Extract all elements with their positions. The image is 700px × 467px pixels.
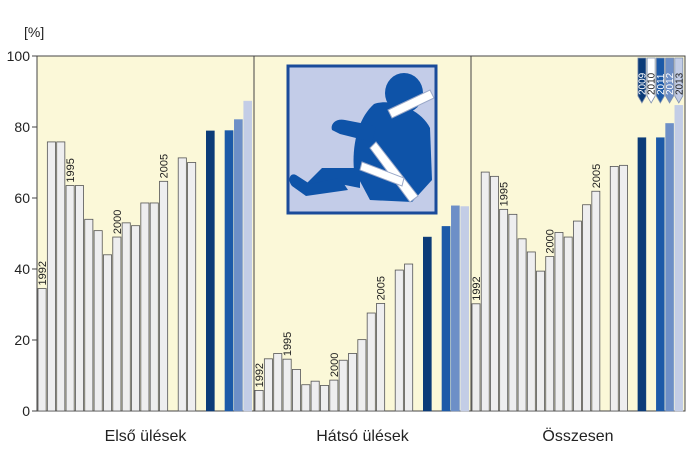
- bar: [471, 303, 481, 412]
- bar: [273, 353, 283, 412]
- bar: [609, 166, 619, 412]
- bar-2011: [656, 137, 665, 412]
- bar: [526, 251, 536, 412]
- y-tick-label: 60: [14, 190, 30, 206]
- bar: [582, 204, 592, 412]
- bar: [254, 390, 264, 412]
- y-tick-label: 20: [14, 332, 30, 348]
- bar: [187, 162, 197, 412]
- bar: [338, 359, 348, 412]
- bar: [149, 202, 159, 412]
- year-label: 2000: [545, 229, 557, 253]
- bar: [46, 141, 56, 412]
- bar: [301, 384, 311, 412]
- year-label: 2005: [159, 154, 171, 178]
- legend-swatch-2011: [655, 57, 665, 104]
- bar: [37, 288, 47, 412]
- legend-label-2009: 2009: [637, 72, 648, 95]
- bar: [74, 185, 84, 412]
- year-label: 2000: [112, 210, 124, 234]
- bar: [84, 218, 94, 412]
- bar: [329, 379, 339, 412]
- bar: [376, 303, 386, 412]
- year-label: 1992: [471, 276, 483, 300]
- bar: [93, 230, 103, 412]
- bar: [357, 339, 367, 412]
- bar: [112, 236, 122, 412]
- bar: [140, 202, 150, 412]
- y-tick-label: 40: [14, 261, 30, 277]
- y-tick-label: 100: [7, 48, 31, 64]
- bar-2009: [423, 236, 432, 412]
- bar: [499, 208, 509, 412]
- bar: [320, 385, 329, 412]
- bar: [563, 236, 573, 412]
- bar: [508, 213, 518, 412]
- bar: [310, 380, 320, 412]
- bar: [291, 369, 301, 412]
- bar-2013: [674, 105, 684, 412]
- bar: [177, 157, 187, 412]
- bar: [572, 220, 582, 412]
- bar-2009: [206, 130, 215, 412]
- bar: [65, 185, 75, 412]
- bar-2011: [224, 130, 234, 412]
- year-label: 1995: [499, 182, 511, 206]
- category-label: Hátsó ülések: [316, 428, 409, 445]
- bar: [619, 164, 628, 412]
- bar-2011: [441, 226, 451, 412]
- bar-2012: [234, 119, 243, 412]
- bar: [263, 358, 273, 412]
- legend-label-2012: 2012: [665, 72, 676, 95]
- bar: [591, 190, 601, 412]
- legend-swatch-2013: [674, 57, 684, 104]
- bar: [394, 269, 404, 412]
- bar-2012: [665, 123, 674, 412]
- year-label: 1995: [65, 158, 77, 182]
- year-label: 1992: [37, 261, 49, 285]
- category-label: Összesen: [542, 427, 613, 445]
- seatbelt-passenger-icon: [286, 64, 438, 215]
- bar: [480, 171, 490, 412]
- year-label: 1992: [254, 363, 266, 387]
- bar: [404, 263, 414, 412]
- bar: [121, 222, 131, 412]
- bar: [366, 312, 376, 412]
- legend-swatch-2012: [665, 57, 674, 104]
- bar: [517, 238, 527, 412]
- year-label: 2005: [376, 276, 388, 300]
- bar: [490, 175, 499, 412]
- category-label: Első ülések: [105, 428, 188, 445]
- legend-swatch-2009: [637, 57, 647, 104]
- bar: [554, 232, 564, 412]
- y-tick-label: 0: [22, 403, 30, 419]
- bar: [56, 141, 66, 412]
- legend-label-2010: 2010: [647, 72, 658, 95]
- bar: [545, 256, 555, 412]
- y-tick-label: 80: [14, 119, 30, 135]
- category-labels: Első ülések Hátsó ülések Összesen: [105, 427, 614, 445]
- legend-label-2013: 2013: [674, 72, 685, 95]
- bar-2013: [243, 100, 253, 412]
- year-label: 2000: [329, 353, 341, 377]
- bar-2012: [451, 205, 460, 412]
- legend-swatch-2010: [646, 57, 656, 104]
- y-axis-unit: [%]: [24, 24, 44, 40]
- legend-label-2011: 2011: [656, 73, 667, 95]
- year-label: 1995: [282, 332, 294, 356]
- bar: [131, 225, 141, 412]
- y-axis: 0 20 40 60 80 100: [7, 48, 37, 419]
- bar-2009: [637, 137, 647, 412]
- bars-layer: 1992 1995 2000 2005 1992 1995 2000 2005 1992 1995…: [37, 100, 684, 412]
- bar: [536, 270, 545, 412]
- bar: [159, 180, 169, 412]
- bar: [348, 353, 358, 412]
- year-label: 2005: [591, 164, 603, 188]
- bar: [282, 358, 292, 412]
- bar: [103, 254, 112, 412]
- bar-2013: [460, 206, 470, 412]
